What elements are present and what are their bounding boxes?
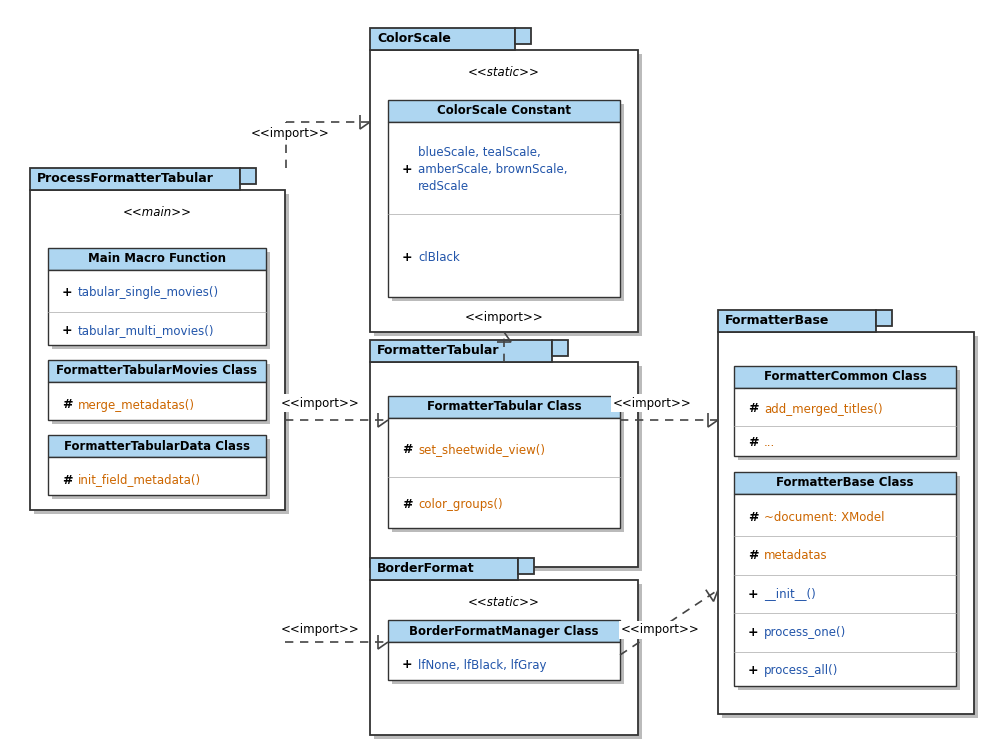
Bar — [52, 439, 270, 499]
Bar — [552, 340, 568, 356]
Text: blueScale, tealScale,
amberScale, brownScale,
redScale: blueScale, tealScale, amberScale, brownS… — [418, 146, 568, 194]
Text: +: + — [748, 587, 759, 601]
Text: +: + — [62, 324, 73, 337]
Bar — [738, 476, 960, 690]
Text: color_groups(): color_groups() — [418, 498, 503, 511]
Text: ProcessFormatterTabular: ProcessFormatterTabular — [37, 172, 214, 185]
Text: <<static>>: <<static>> — [468, 596, 540, 608]
Text: ...: ... — [764, 436, 775, 449]
Text: <<import>>: <<import>> — [613, 397, 691, 410]
Bar — [388, 620, 620, 642]
Text: +: + — [62, 286, 73, 299]
Text: <<import>>: <<import>> — [281, 397, 359, 410]
Text: tabular_single_movies(): tabular_single_movies() — [78, 286, 219, 299]
Bar — [240, 168, 256, 184]
Bar — [738, 370, 960, 460]
Text: merge_metadatas(): merge_metadatas() — [78, 398, 195, 412]
Text: BorderFormat: BorderFormat — [377, 562, 475, 575]
Bar — [370, 580, 638, 735]
Text: FormatterBase Class: FormatterBase Class — [776, 476, 914, 490]
Text: FormatterTabular: FormatterTabular — [377, 344, 500, 358]
Text: #: # — [748, 511, 759, 524]
Bar — [388, 418, 620, 528]
Bar — [52, 252, 270, 349]
Text: #: # — [62, 473, 72, 487]
Bar — [30, 190, 285, 510]
Text: FormatterTabular Class: FormatterTabular Class — [427, 400, 581, 413]
Text: ColorScale: ColorScale — [377, 32, 451, 46]
Bar — [48, 360, 266, 382]
Text: Main Macro Function: Main Macro Function — [88, 253, 226, 266]
Text: <<main>>: <<main>> — [123, 206, 192, 218]
Bar — [718, 332, 974, 714]
Text: <<import>>: <<import>> — [281, 623, 359, 637]
Text: metadatas: metadatas — [764, 549, 828, 562]
Bar — [30, 168, 240, 190]
Text: ~document: XModel: ~document: XModel — [764, 511, 885, 524]
Bar — [370, 558, 518, 580]
Bar — [734, 366, 956, 388]
Bar — [515, 28, 531, 44]
Bar — [370, 362, 638, 567]
Text: +: + — [402, 164, 413, 176]
Bar — [48, 382, 266, 420]
Bar — [734, 494, 956, 686]
Text: FormatterTabularMovies Class: FormatterTabularMovies Class — [56, 364, 258, 377]
Text: ColorScale Constant: ColorScale Constant — [437, 104, 571, 118]
Text: <<import>>: <<import>> — [251, 127, 329, 140]
Bar — [734, 472, 956, 494]
Bar — [370, 340, 552, 362]
Bar — [374, 366, 642, 571]
Bar — [34, 194, 289, 514]
Bar — [734, 388, 956, 456]
Text: set_sheetwide_view(): set_sheetwide_view() — [418, 443, 545, 456]
Bar — [876, 310, 892, 326]
Text: <<import>>: <<import>> — [621, 623, 699, 637]
Text: #: # — [402, 498, 413, 511]
Bar — [518, 558, 534, 574]
Bar — [392, 104, 624, 301]
Text: lfNone, lfBlack, lfGray: lfNone, lfBlack, lfGray — [418, 658, 546, 671]
Text: __init__(): __init__() — [764, 587, 816, 601]
Bar — [374, 54, 642, 336]
Bar — [48, 248, 266, 270]
Bar — [370, 28, 515, 50]
Bar — [48, 270, 266, 345]
Text: clBlack: clBlack — [418, 251, 460, 264]
Bar — [392, 624, 624, 684]
Text: BorderFormatManager Class: BorderFormatManager Class — [409, 625, 599, 638]
Text: #: # — [62, 398, 72, 412]
Bar — [48, 435, 266, 457]
Bar — [722, 336, 978, 718]
Text: <<import>>: <<import>> — [465, 311, 543, 325]
Text: tabular_multi_movies(): tabular_multi_movies() — [78, 324, 214, 337]
Text: init_field_metadata(): init_field_metadata() — [78, 473, 201, 487]
Text: +: + — [748, 664, 759, 677]
Text: FormatterTabularData Class: FormatterTabularData Class — [64, 440, 250, 452]
Text: +: + — [748, 626, 759, 639]
Bar — [392, 400, 624, 532]
Text: +: + — [402, 251, 413, 264]
Text: process_all(): process_all() — [764, 664, 838, 677]
Text: process_one(): process_one() — [764, 626, 846, 639]
Bar — [388, 642, 620, 680]
Bar — [718, 310, 876, 332]
Bar — [388, 100, 620, 122]
Text: #: # — [748, 549, 759, 562]
Bar — [388, 122, 620, 297]
Bar — [370, 50, 638, 332]
Text: +: + — [402, 658, 413, 671]
Text: <<static>>: <<static>> — [468, 65, 540, 79]
Bar — [388, 396, 620, 418]
Text: #: # — [748, 403, 759, 416]
Text: #: # — [402, 443, 413, 456]
Bar — [48, 457, 266, 495]
Text: FormatterBase: FormatterBase — [725, 314, 829, 328]
Bar — [52, 364, 270, 424]
Text: add_merged_titles(): add_merged_titles() — [764, 403, 883, 416]
Text: FormatterCommon Class: FormatterCommon Class — [764, 370, 926, 383]
Text: #: # — [748, 436, 759, 449]
Bar — [374, 584, 642, 739]
